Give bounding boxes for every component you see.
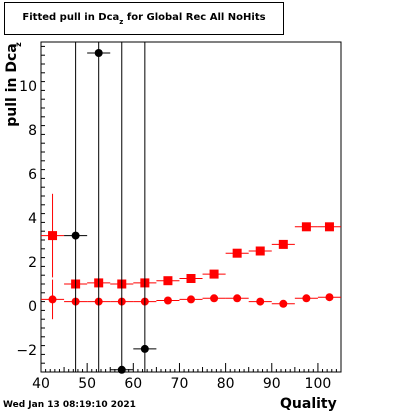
y-tick-label: 6 [28, 167, 37, 183]
y-tick-label: 2 [28, 255, 37, 271]
data-point-circle [94, 49, 103, 57]
data-point-square [324, 222, 334, 232]
title-box: Fitted pull in Dcaz for Global Rec All N… [4, 2, 284, 35]
plot-frame [40, 41, 342, 373]
data-point-circle [71, 231, 80, 240]
x-tick-label: 80 [217, 376, 235, 392]
data-point-square [48, 231, 58, 241]
data-point-square [186, 274, 196, 283]
x-tick-label: 100 [305, 376, 332, 392]
y-tick-label: 0 [28, 299, 37, 315]
data-point-square [209, 269, 219, 279]
data-point-circle [187, 295, 195, 304]
data-point-circle [163, 296, 172, 305]
y-tick-label: −2 [16, 343, 37, 359]
data-point-circle [325, 293, 334, 302]
data-point-circle [279, 299, 288, 308]
data-point-circle [48, 295, 57, 304]
x-axis-label: Quality [280, 396, 337, 412]
y-tick-label: 4 [28, 211, 37, 227]
data-point-square [301, 222, 311, 232]
x-tick-label: 60 [124, 376, 142, 392]
data-point-square [163, 276, 173, 286]
data-point-square [255, 246, 265, 256]
data-point-square [278, 239, 288, 249]
timestamp-footer: Wed Jan 13 08:19:10 2021 [3, 400, 136, 410]
data-point-circle [140, 344, 149, 353]
x-tick-label: 90 [263, 376, 281, 392]
data-point-square [232, 248, 242, 258]
data-point-circle [117, 365, 126, 374]
x-tick-label: 70 [171, 376, 189, 392]
x-tick-label: 50 [78, 376, 96, 392]
y-tick-label: 8 [28, 123, 37, 139]
data-point-circle [210, 294, 219, 303]
chart-title: Fitted pull in Dcaz for Global Rec All N… [22, 12, 266, 26]
data-point-circle [256, 297, 265, 306]
y-tick-label: 10 [19, 79, 37, 95]
data-point-circle [302, 294, 311, 303]
x-tick-label: 40 [32, 376, 50, 392]
data-point-circle [233, 294, 242, 303]
